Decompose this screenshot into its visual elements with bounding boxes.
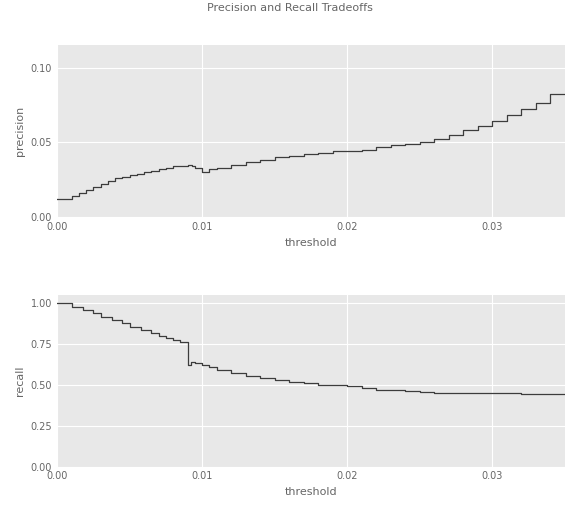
X-axis label: threshold: threshold: [285, 238, 338, 248]
X-axis label: threshold: threshold: [285, 487, 338, 497]
Y-axis label: recall: recall: [15, 366, 25, 396]
Y-axis label: precision: precision: [15, 106, 25, 156]
Text: Precision and Recall Tradeoffs: Precision and Recall Tradeoffs: [207, 3, 373, 13]
